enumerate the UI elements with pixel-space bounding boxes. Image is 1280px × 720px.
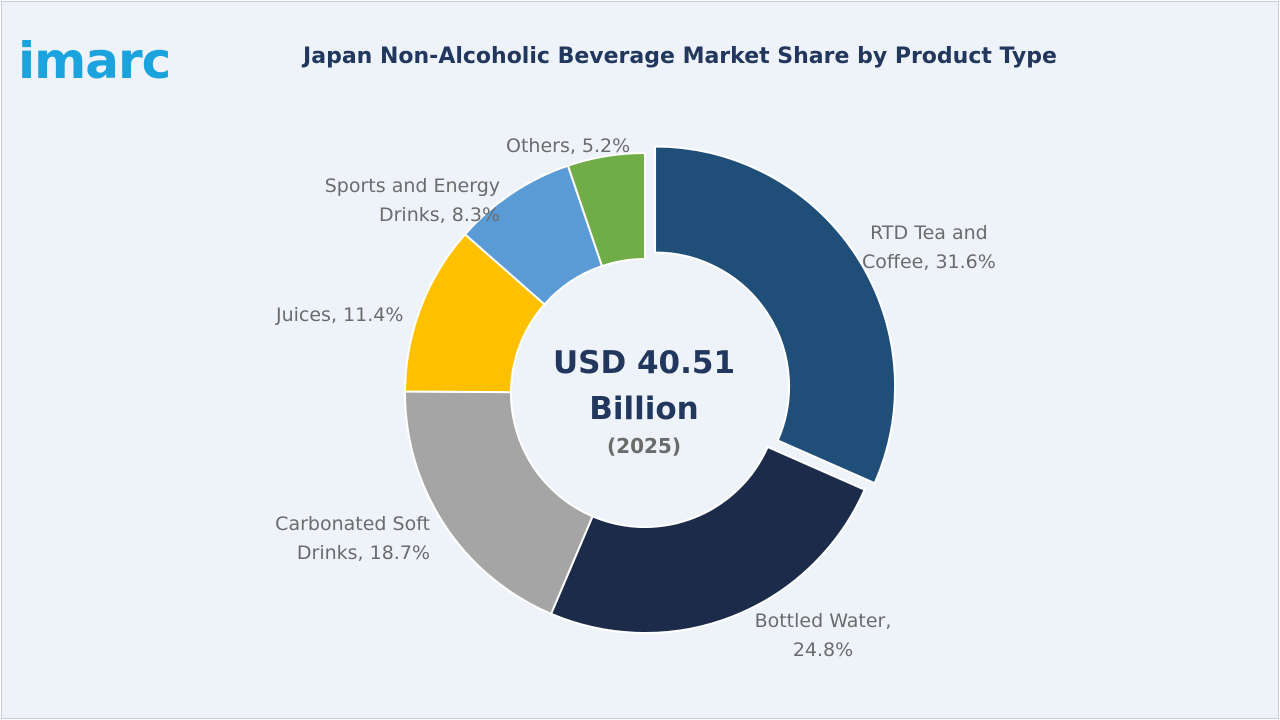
label-sports-line2: Drinks, 8.3% [378,204,500,226]
label-rtd-line2: Coffee, 31.6% [862,251,996,273]
slice-carbonated-soft-drinks [404,390,594,616]
label-rtd-line1: RTD Tea and [870,222,988,244]
chart-title: Japan Non-Alcoholic Beverage Market Shar… [303,44,1057,69]
label-others: Others, 5.2% [506,132,630,161]
slice-rtd-tea-coffee [654,145,897,485]
center-total: USD 40.51 Billion [544,340,744,432]
slice-bottled-water [549,445,866,634]
label-others-line1: Others, 5.2% [506,135,631,157]
label-carbonated-line2: Drinks, 18.7% [296,542,430,564]
slice-others [566,151,646,268]
center-year: (2025) [607,434,681,458]
label-water-line2: 24.8% [792,639,854,661]
imarc-logo: imarc [18,32,171,90]
label-juices-line1: Juices, 11.4% [276,304,404,326]
label-water-line1: Bottled Water, [754,610,892,632]
center-value: USD 40.51 [552,345,736,381]
label-sports-line1: Sports and Energy [324,175,500,197]
label-bottled-water: Bottled Water, 24.8% [750,607,896,665]
label-carbonated: Carbonated Soft Drinks, 18.7% [262,510,430,568]
label-carbonated-line1: Carbonated Soft [275,513,430,535]
label-juices: Juices, 11.4% [276,301,403,330]
label-rtd-tea-coffee: RTD Tea and Coffee, 31.6% [862,219,996,277]
center-unit: Billion [589,391,699,427]
label-sports-energy: Sports and Energy Drinks, 8.3% [316,172,500,230]
